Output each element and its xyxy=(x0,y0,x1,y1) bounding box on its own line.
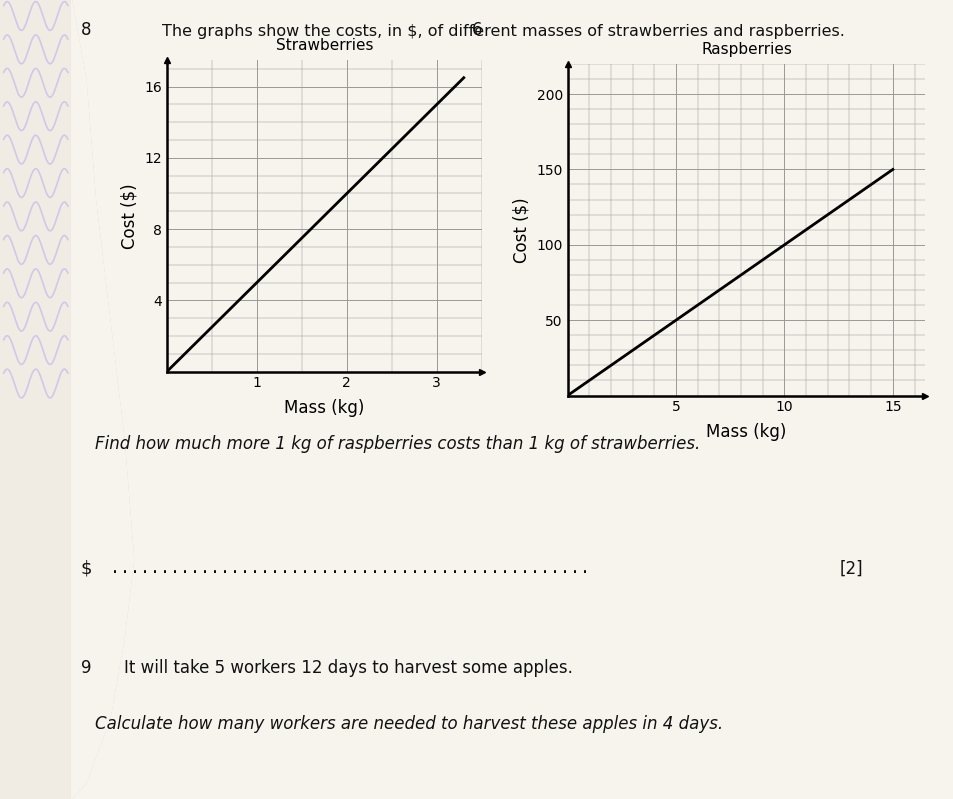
Text: It will take 5 workers 12 days to harvest some apples.: It will take 5 workers 12 days to harves… xyxy=(124,659,573,678)
Title: Raspberries: Raspberries xyxy=(700,42,791,58)
Text: [2]: [2] xyxy=(839,559,862,578)
Title: Strawberries: Strawberries xyxy=(275,38,373,54)
Text: 9: 9 xyxy=(81,659,91,678)
Text: 8: 8 xyxy=(81,21,91,39)
Text: Find how much more 1 kg of raspberries costs than 1 kg of strawberries.: Find how much more 1 kg of raspberries c… xyxy=(95,435,700,454)
Text: The graphs show the costs, in $, of different masses of strawberries and raspber: The graphs show the costs, in $, of diff… xyxy=(162,24,844,39)
Text: 6: 6 xyxy=(471,21,482,39)
Polygon shape xyxy=(71,0,133,799)
Polygon shape xyxy=(71,0,133,799)
X-axis label: Mass (kg): Mass (kg) xyxy=(284,399,364,417)
X-axis label: Mass (kg): Mass (kg) xyxy=(705,423,786,441)
Text: ................................................: ........................................… xyxy=(110,559,589,578)
Text: $: $ xyxy=(81,559,98,578)
Y-axis label: Cost ($): Cost ($) xyxy=(513,197,530,263)
Y-axis label: Cost ($): Cost ($) xyxy=(121,183,138,248)
Text: Calculate how many workers are needed to harvest these apples in 4 days.: Calculate how many workers are needed to… xyxy=(95,715,722,733)
FancyBboxPatch shape xyxy=(71,0,953,799)
